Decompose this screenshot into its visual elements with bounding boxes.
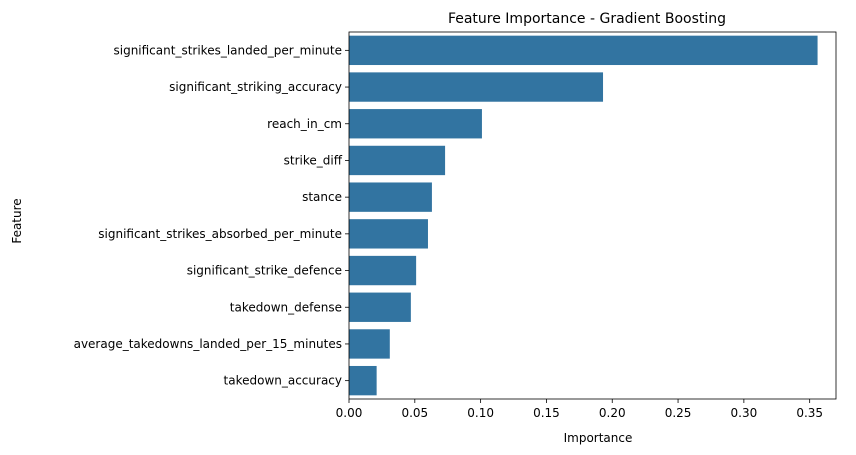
bar-takedown-defense: [349, 292, 411, 322]
bar-strike-diff: [349, 145, 446, 176]
x-tick-label: 0.25: [665, 406, 692, 420]
bar-significant-strikes-absorbed-per-minute: [349, 219, 428, 249]
x-tick-label: 0.10: [467, 406, 494, 420]
bar-significant-striking-accuracy: [349, 72, 604, 102]
x-tick-label: 0.30: [731, 406, 758, 420]
y-tick-label: significant_striking_accuracy: [169, 80, 342, 94]
y-axis-ticks: significant_strikes_landed_per_minutesig…: [74, 43, 349, 388]
x-tick-label: 0.05: [401, 406, 428, 420]
y-tick-label: significant_strike_defence: [187, 264, 342, 278]
x-tick-label: 0.35: [796, 406, 823, 420]
x-tick-label: 0.00: [336, 406, 363, 420]
bar-reach-in-cm: [349, 109, 482, 139]
x-axis-label: Importance: [564, 431, 633, 445]
chart-title: Feature Importance - Gradient Boosting: [448, 11, 726, 27]
bar-significant-strikes-landed-per-minute: [349, 35, 818, 66]
x-tick-label: 0.15: [533, 406, 560, 420]
y-tick-label: stance: [302, 190, 342, 204]
x-axis-ticks: 0.00 0.05 0.10 0.15 0.20 0.25 0.30 0.35: [336, 399, 823, 420]
y-tick-label: takedown_defense: [230, 300, 342, 314]
y-tick-label: takedown_accuracy: [224, 374, 342, 388]
bars-group: [349, 35, 818, 396]
y-tick-label: average_takedowns_landed_per_15_minutes: [74, 337, 342, 351]
y-axis-label: Feature: [10, 198, 24, 243]
y-tick-label: strike_diff: [284, 153, 343, 167]
x-tick-label: 0.20: [599, 406, 626, 420]
y-tick-label: reach_in_cm: [267, 117, 342, 131]
bar-significant-strike-defence: [349, 255, 417, 286]
plot-frame: [348, 31, 837, 400]
bar-stance: [349, 182, 432, 212]
y-tick-label: significant_strikes_landed_per_minute: [113, 43, 342, 57]
y-tick-label: significant_strikes_absorbed_per_minute: [98, 227, 342, 241]
bar-average-takedowns-landed-per-15-minutes: [349, 329, 390, 359]
bar-takedown-accuracy: [349, 365, 377, 396]
